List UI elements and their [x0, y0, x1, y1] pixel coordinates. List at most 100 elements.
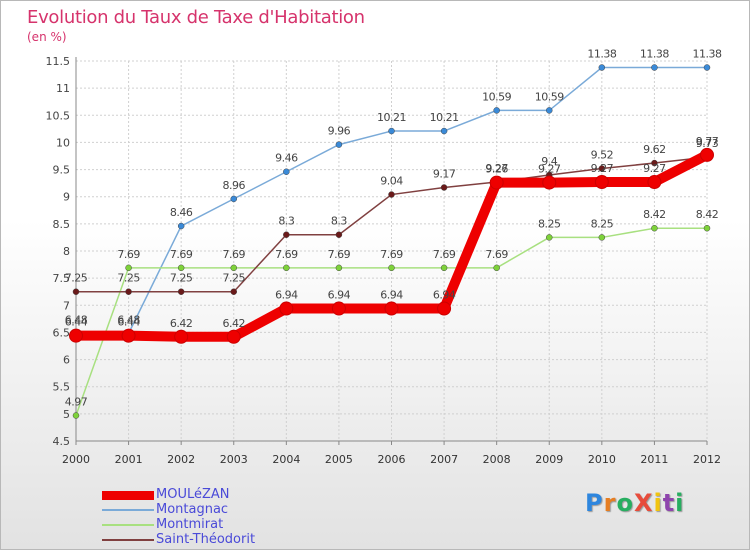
- data-label-3: 7.25: [117, 272, 140, 285]
- data-label-3: 8.3: [331, 215, 347, 228]
- x-tick-label: 2011: [640, 453, 668, 466]
- series-point-1: [388, 127, 395, 135]
- series-point-2: [230, 264, 237, 272]
- series-point-3: [283, 231, 290, 238]
- data-label-0: 6.44: [65, 316, 88, 329]
- y-tick-label: 10.5: [46, 109, 71, 122]
- series-point-1: [283, 168, 290, 175]
- series-point-0: [331, 301, 346, 316]
- unit-label: (en %): [27, 30, 67, 44]
- series-point-1: [177, 222, 185, 230]
- series-point-1: [440, 127, 448, 135]
- series-point-2: [598, 234, 606, 241]
- data-label-2: 4.97: [65, 395, 88, 408]
- x-tick-label: 2008: [483, 453, 511, 466]
- data-label-2: 7.69: [275, 248, 298, 261]
- x-tick-label: 2009: [535, 453, 563, 466]
- data-label-3: 9.27: [485, 162, 508, 175]
- y-tick-label: 10: [56, 136, 70, 149]
- data-label-2: 7.69: [170, 248, 193, 261]
- data-label-1: 11.38: [640, 48, 669, 61]
- logo-letter: i: [675, 489, 685, 517]
- data-label-0: 6.42: [170, 317, 193, 330]
- data-label-3: 9.04: [380, 175, 403, 188]
- data-label-2: 7.69: [328, 248, 351, 261]
- y-tick-label: 7: [63, 299, 70, 312]
- series-point-3: [598, 165, 606, 172]
- data-label-1: 6.48: [117, 314, 140, 327]
- data-label-0: 6.42: [223, 317, 246, 330]
- legend-swatch: [102, 490, 154, 500]
- data-label-3: 7.25: [170, 272, 193, 285]
- data-label-1: 9.96: [328, 125, 351, 138]
- series-point-2: [388, 264, 395, 272]
- y-tick-label: 11: [56, 82, 70, 95]
- data-label-3: 9.73: [696, 137, 719, 150]
- x-tick-label: 2001: [115, 453, 143, 466]
- data-label-1: 8.46: [170, 206, 193, 219]
- proxiti-logo: ProXiti: [585, 489, 684, 517]
- data-label-0: 6.44: [117, 316, 140, 329]
- logo-letter: P: [585, 489, 604, 517]
- series-point-0: [489, 175, 504, 190]
- y-tick-label: 7.5: [53, 272, 71, 285]
- data-label-1: 8.96: [223, 179, 246, 192]
- y-tick-label: 4.5: [53, 435, 71, 448]
- series-point-0: [226, 329, 241, 344]
- legend-label: Montmirat: [156, 517, 224, 532]
- data-label-2: 8.25: [591, 217, 614, 230]
- x-tick-label: 2006: [378, 453, 406, 466]
- data-label-3: 8.3: [278, 215, 294, 228]
- series-point-2: [177, 264, 185, 272]
- series-point-2: [493, 264, 500, 272]
- data-label-3: 9.17: [433, 167, 456, 180]
- series-point-2: [651, 224, 658, 232]
- data-label-0: 9.27: [643, 162, 666, 175]
- series-point-1: [598, 64, 606, 71]
- legend-label: Saint-Théodorit: [156, 532, 256, 547]
- x-tick-label: 2000: [62, 453, 90, 466]
- data-label-0: 9.26: [485, 163, 508, 176]
- data-label-3: 9.52: [591, 148, 614, 161]
- y-tick-label: 9.5: [53, 164, 71, 177]
- data-label-2: 7.69: [485, 248, 508, 261]
- series-point-2: [125, 264, 132, 272]
- data-label-1: 9.46: [275, 152, 298, 165]
- logo-letter: t: [662, 489, 676, 517]
- series-point-3: [177, 288, 185, 295]
- data-label-2: 7.69: [223, 248, 246, 261]
- data-label-1: 10.21: [430, 111, 459, 124]
- data-label-0: 9.27: [591, 162, 614, 175]
- x-tick-label: 2002: [167, 453, 195, 466]
- series-point-3: [388, 191, 395, 198]
- legend-label: MOULéZAN: [156, 487, 230, 502]
- data-label-1: 11.38: [587, 48, 616, 61]
- series-point-1: [651, 64, 658, 71]
- x-tick-label: 2003: [220, 453, 248, 466]
- data-label-1: 10.59: [535, 90, 564, 103]
- series-point-3: [125, 288, 132, 295]
- series-point-0: [437, 301, 452, 316]
- data-label-3: 9.62: [643, 143, 666, 156]
- x-tick-label: 2005: [325, 453, 353, 466]
- chart-title: Evolution du Taux de Taxe d'Habitation: [27, 7, 365, 28]
- data-label-1: 11.38: [693, 48, 722, 61]
- legend-swatch: [102, 539, 154, 541]
- series-point-2: [546, 234, 553, 241]
- data-label-2: 8.25: [538, 217, 561, 230]
- data-label-3: 9.4: [541, 155, 557, 168]
- y-tick-label: 5.5: [53, 381, 71, 394]
- data-label-0: 6.94: [328, 289, 351, 302]
- y-tick-label: 11.5: [46, 55, 71, 68]
- series-point-1: [335, 141, 343, 148]
- series-point-1: [546, 107, 553, 114]
- series-point-0: [594, 175, 609, 190]
- y-tick-label: 5: [63, 408, 70, 421]
- data-label-0: 6.94: [433, 289, 456, 302]
- logo-letter: r: [603, 489, 617, 517]
- series-point-3: [230, 288, 237, 295]
- series-point-0: [174, 329, 189, 344]
- data-label-0: 9.27: [538, 163, 561, 176]
- series-point-2: [72, 412, 80, 419]
